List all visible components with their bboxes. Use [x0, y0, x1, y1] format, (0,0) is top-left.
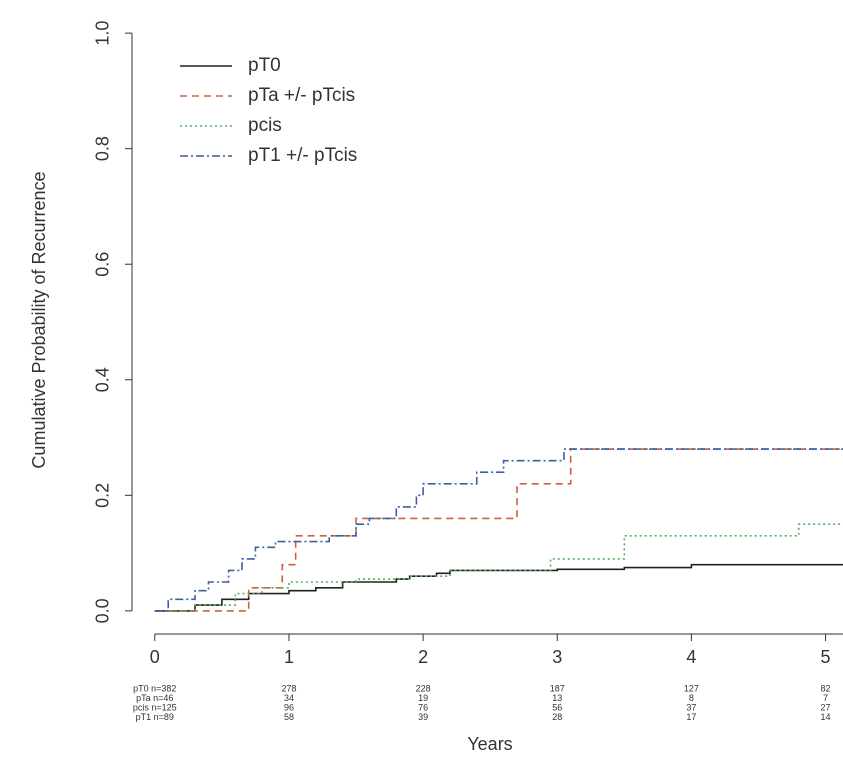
risk-count: 127 [684, 683, 699, 693]
risk-count: 278 [281, 683, 296, 693]
step-line [154, 523, 843, 612]
risk-count: 37 [686, 702, 696, 712]
x-axis-label: Years [467, 734, 512, 754]
y-axis-label: Cumulative Probability of Recurrence [29, 171, 49, 468]
y-tick-label: 0.8 [93, 136, 113, 161]
y-tick-label: 1.0 [93, 21, 113, 46]
legend-label: pT0 [248, 55, 281, 76]
step-line [154, 448, 843, 612]
y-tick-label: 0.4 [93, 367, 113, 392]
x-tick-label: 2 [418, 647, 428, 667]
risk-count: 8 [689, 693, 694, 703]
x-tick-label: 4 [686, 647, 696, 667]
step-line [154, 448, 843, 612]
risk-count: 28 [552, 712, 562, 722]
risk-label: pcis n=125 [133, 702, 177, 712]
risk-count: 76 [418, 702, 428, 712]
risk-count: 27 [821, 702, 831, 712]
x-tick-label: 0 [150, 647, 160, 667]
risk-count: 13 [552, 693, 562, 703]
risk-count: 228 [416, 683, 431, 693]
risk-count: 39 [418, 712, 428, 722]
risk-count: 17 [686, 712, 696, 722]
risk-count: 82 [821, 683, 831, 693]
risk-label: pT1 n=89 [136, 712, 174, 722]
x-tick-label: 3 [552, 647, 562, 667]
risk-count: 96 [284, 702, 294, 712]
x-tick-label: 1 [284, 647, 294, 667]
y-tick-label: 0.6 [93, 252, 113, 277]
legend-label: pTa +/- pTcis [248, 85, 355, 106]
risk-count: 58 [284, 712, 294, 722]
y-tick-label: 0.0 [93, 598, 113, 623]
legend-label: pcis [248, 115, 282, 136]
step-line [154, 563, 843, 612]
risk-label: pTa n=46 [136, 693, 173, 703]
risk-label: pT0 n=382 [133, 683, 176, 693]
risk-count: 56 [552, 702, 562, 712]
risk-count: 34 [284, 693, 294, 703]
risk-count: 187 [550, 683, 565, 693]
risk-count: 19 [418, 693, 428, 703]
y-tick-label: 0.2 [93, 483, 113, 508]
x-tick-label: 5 [821, 647, 831, 667]
risk-count: 7 [823, 693, 828, 703]
legend-label: pT1 +/- pTcis [248, 145, 357, 166]
risk-count: 14 [821, 712, 831, 722]
